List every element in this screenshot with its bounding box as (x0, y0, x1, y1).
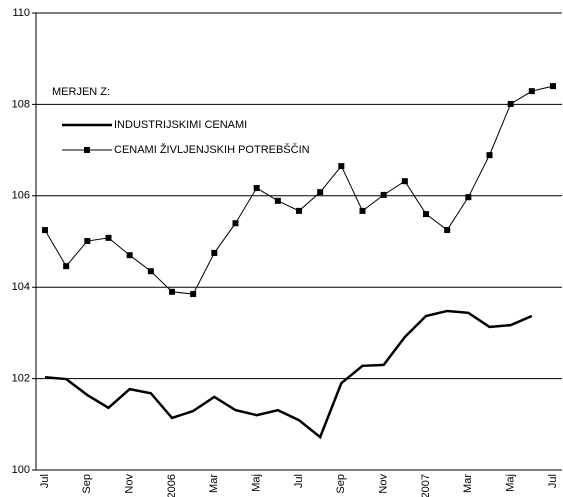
legend-label: CENAMI ŽIVLJENJSKIH POTREBŠČIN (114, 143, 310, 156)
x-tick-label: 2006 (166, 474, 178, 497)
marker (42, 227, 48, 234)
y-tick-label: 110 (12, 7, 30, 19)
marker (84, 238, 91, 245)
x-tick-label: Sep (335, 474, 347, 494)
y-tick-label: 102 (12, 373, 30, 385)
x-tick-label: Maj (505, 474, 517, 492)
x-tick-label: Jul (39, 474, 51, 488)
marker (486, 152, 493, 159)
x-tick-label: Nov (378, 474, 390, 494)
y-tick-label: 108 (12, 98, 30, 110)
marker (550, 83, 556, 90)
legend-title: MERJEN Z: (52, 86, 110, 98)
marker (211, 249, 218, 256)
x-tick-label: Jul (293, 474, 305, 488)
x-tick-label: Mar (208, 474, 220, 493)
marker (105, 234, 112, 241)
y-tick-label: 100 (12, 464, 30, 476)
marker (401, 178, 408, 185)
marker (63, 263, 70, 270)
series-line (44, 85, 554, 295)
marker (359, 207, 366, 214)
x-tick-label: Sep (81, 474, 93, 494)
legend-label: INDUSTRIJSKIMI CENAMI (114, 119, 247, 131)
marker (232, 220, 239, 227)
marker (444, 227, 451, 234)
marker (190, 291, 197, 298)
x-tick-label: Jul (547, 474, 559, 488)
y-tick-label: 104 (12, 281, 30, 293)
marker (126, 252, 133, 259)
marker (147, 268, 154, 275)
marker (274, 197, 281, 204)
marker (338, 163, 345, 170)
series-line (44, 309, 533, 440)
marker (317, 189, 324, 196)
legend-marker (84, 147, 90, 153)
marker (380, 191, 387, 198)
x-tick-label: 2007 (420, 474, 432, 497)
x-tick-label: Nov (124, 474, 136, 494)
marker (423, 211, 429, 218)
x-tick-label: Maj (251, 474, 263, 492)
marker (465, 194, 472, 201)
x-tick-label: Mar (462, 474, 474, 493)
y-tick-label: 106 (12, 190, 30, 202)
marker (169, 288, 175, 295)
marker (507, 100, 514, 107)
marker (528, 88, 535, 95)
marker (253, 185, 260, 192)
marker (296, 207, 302, 214)
